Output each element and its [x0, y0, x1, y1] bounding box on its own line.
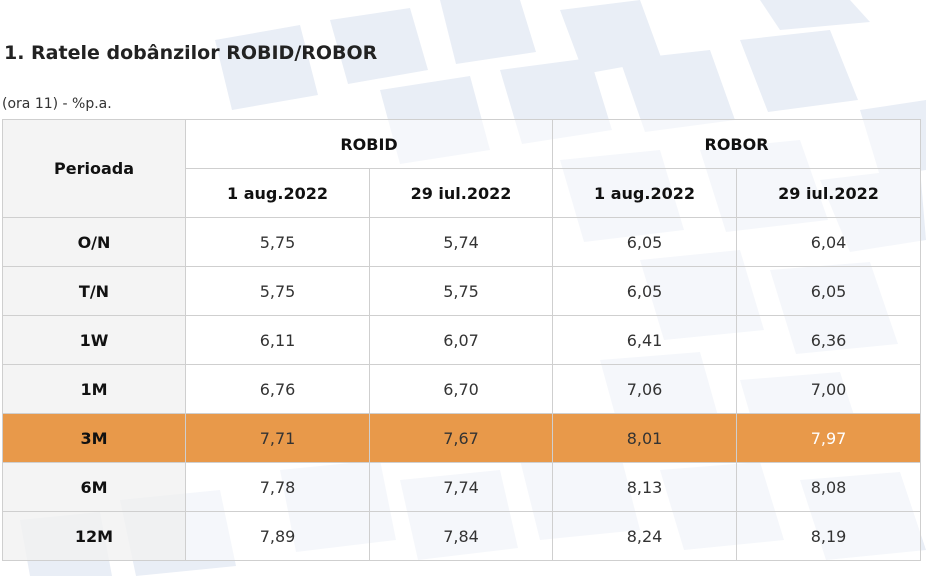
- rate-cell: 6,76: [185, 364, 370, 414]
- date-header: 1 aug.2022: [185, 168, 370, 218]
- rate-cell: 7,84: [368, 511, 554, 561]
- rate-cell: 5,75: [185, 266, 370, 316]
- table-row: O/N 5,75 5,74 6,05 6,04: [2, 217, 922, 267]
- rate-cell: 7,67: [368, 413, 554, 463]
- rate-cell: 6,36: [736, 315, 922, 365]
- date-header: 29 iul.2022: [736, 168, 922, 218]
- row-period: T/N: [2, 266, 186, 316]
- table-row-highlighted: 3M 7,71 7,67 8,01 7,97: [2, 413, 922, 463]
- rate-cell: 6,07: [368, 315, 554, 365]
- row-period: 3M: [2, 413, 186, 463]
- rates-table: Perioada ROBID ROBOR 1 aug.2022 29 iul.2…: [2, 119, 922, 561]
- rate-cell: 6,04: [736, 217, 922, 267]
- rate-cell: 8,19: [736, 511, 922, 561]
- unit-note: (ora 11) - %p.a.: [2, 96, 112, 112]
- rate-cell: 7,00: [736, 364, 922, 414]
- rate-cell: 7,97: [736, 413, 922, 463]
- group-header-robor: ROBOR: [552, 119, 922, 169]
- period-header: Perioada: [2, 119, 186, 218]
- rate-cell: 7,89: [185, 511, 370, 561]
- rate-cell: 6,41: [552, 315, 738, 365]
- table-row: 12M 7,89 7,84 8,24 8,19: [2, 511, 922, 561]
- rate-cell: 6,05: [552, 217, 738, 267]
- rate-cell: 8,24: [552, 511, 738, 561]
- rate-cell: 5,74: [368, 217, 554, 267]
- page-title: 1. Ratele dobânzilor ROBID/ROBOR: [4, 42, 378, 64]
- table-row: 6M 7,78 7,74 8,13 8,08: [2, 462, 922, 512]
- rate-cell: 8,13: [552, 462, 738, 512]
- rate-cell: 7,78: [185, 462, 370, 512]
- group-header-robid: ROBID: [184, 119, 554, 169]
- rate-cell: 6,70: [368, 364, 554, 414]
- rate-cell: 8,01: [552, 413, 738, 463]
- row-period: O/N: [2, 217, 186, 267]
- row-period: 12M: [2, 511, 186, 561]
- date-header: 29 iul.2022: [368, 168, 554, 218]
- rate-cell: 6,05: [736, 266, 922, 316]
- rate-cell: 5,75: [185, 217, 370, 267]
- date-header: 1 aug.2022: [552, 168, 738, 218]
- rate-cell: 7,06: [552, 364, 738, 414]
- table-row: 1M 6,76 6,70 7,06 7,00: [2, 364, 922, 414]
- rate-cell: 8,08: [736, 462, 922, 512]
- rate-cell: 5,75: [368, 266, 554, 316]
- table-row: 1W 6,11 6,07 6,41 6,36: [2, 315, 922, 365]
- row-period: 1M: [2, 364, 186, 414]
- row-period: 6M: [2, 462, 186, 512]
- row-period: 1W: [2, 315, 186, 365]
- rate-cell: 7,74: [368, 462, 554, 512]
- rate-cell: 6,05: [552, 266, 738, 316]
- rate-cell: 6,11: [185, 315, 370, 365]
- table-row: T/N 5,75 5,75 6,05 6,05: [2, 266, 922, 316]
- rate-cell: 7,71: [185, 413, 370, 463]
